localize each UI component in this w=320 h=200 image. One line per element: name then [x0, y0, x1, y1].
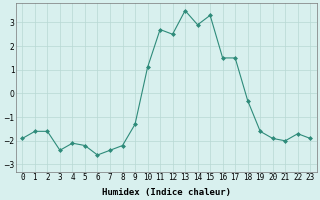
X-axis label: Humidex (Indice chaleur): Humidex (Indice chaleur)	[102, 188, 231, 197]
